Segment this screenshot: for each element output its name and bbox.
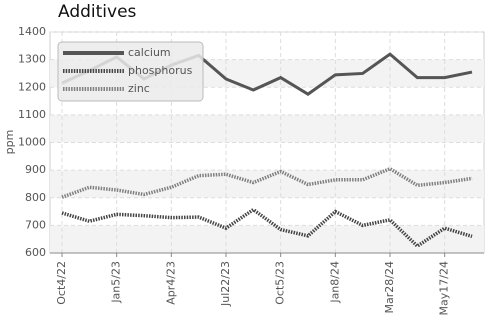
chart-title: Additives [58,2,137,22]
y-tick-label: 600 [25,246,46,259]
grid-band [50,225,484,253]
x-tick-label: Jul22/23 [219,261,232,307]
legend-label: calcium [128,46,171,59]
legend-label: phosphorus [128,64,193,77]
y-tick-label: 700 [25,218,46,231]
y-tick-label: 1100 [18,108,46,121]
y-tick-label: 800 [25,191,46,204]
legend: calcium phosphorus zinc [57,41,204,102]
x-tick-label: May17/24 [438,261,451,315]
y-tick-label: 1400 [18,25,46,38]
y-tick-label: 1300 [18,53,46,66]
grid-band [50,114,484,143]
x-tick-label: Oct5/23 [274,261,287,305]
series-line [61,207,473,249]
x-tick-label: Oct4/22 [55,261,68,305]
x-tick-label: Jan5/23 [110,261,123,304]
y-tick-label: 1000 [18,136,46,149]
legend-label: zinc [128,82,150,95]
y-tick-label: 900 [25,163,46,176]
grid-band [50,170,484,198]
series-line [61,166,473,199]
y-axis-label: ppm [3,130,16,155]
x-tick-label: Mar28/24 [383,261,396,313]
x-tick-label: Apr4/23 [164,261,177,305]
y-tick-label: 1200 [18,80,46,93]
legend-box [57,41,204,102]
x-tick-label: Jan8/24 [328,261,341,304]
